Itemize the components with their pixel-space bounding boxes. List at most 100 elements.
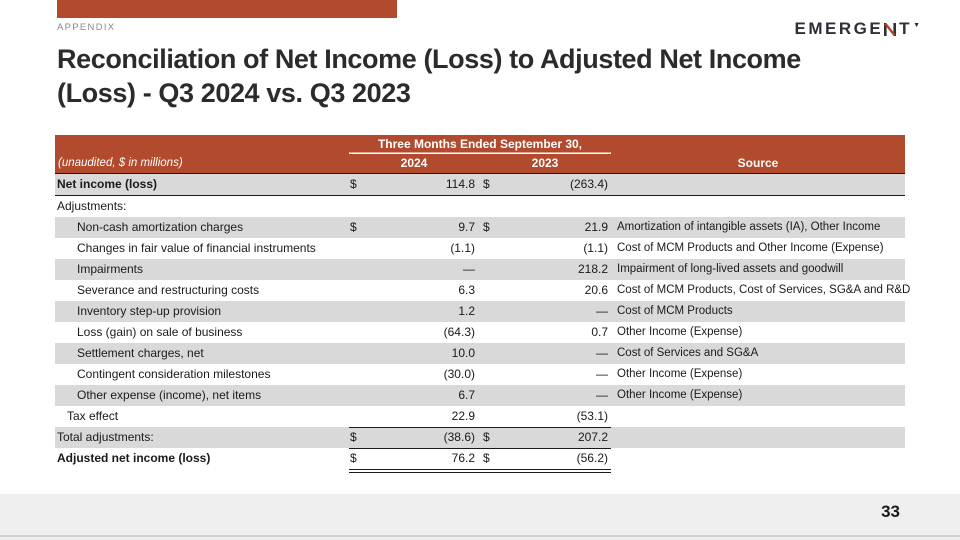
currency-2023	[479, 406, 491, 428]
table-row-other-expense: Other expense (income), net items 6.7 — …	[55, 385, 905, 406]
value-2024: (64.3)	[443, 325, 475, 339]
logo-text-left: EMERGE	[794, 19, 884, 38]
currency-2024	[349, 364, 369, 385]
source-note	[611, 196, 905, 217]
period-header: Three Months Ended September 30,	[349, 135, 611, 154]
row-label: Adjusted net income (loss)	[57, 451, 211, 465]
column-header-2024: 2024	[400, 156, 428, 170]
row-label: Net income (loss)	[57, 177, 158, 191]
table-row-tax-effect: Tax effect 22.9 (53.1)	[55, 406, 905, 428]
currency-2024: $	[350, 220, 357, 234]
currency-2023	[479, 196, 491, 217]
currency-2023	[479, 259, 491, 280]
trademark-icon: ▼	[913, 21, 920, 29]
source-note	[611, 427, 905, 449]
table-row-adjusted-net-income: Adjusted net income (loss) $ 76.2 $ (56.…	[55, 448, 905, 473]
column-header-source: Source	[737, 156, 779, 170]
currency-2024: $	[349, 448, 369, 473]
logo-letter-n-icon	[884, 22, 897, 36]
value-2024: 22.9	[369, 406, 479, 428]
source-note: Amortization of intangible assets (IA), …	[617, 221, 881, 233]
value-2024: 10.0	[451, 346, 475, 360]
row-label: Tax effect	[67, 409, 119, 423]
currency-2023	[479, 385, 491, 406]
table-row-severance: Severance and restructuring costs 6.3 20…	[55, 280, 911, 301]
row-label: Inventory step-up provision	[77, 304, 222, 318]
value-2023: 218.2	[577, 262, 608, 276]
table-header-period-row: Three Months Ended September 30,	[55, 135, 905, 154]
source-note	[611, 174, 905, 195]
source-note: Cost of Services and SG&A	[617, 347, 759, 359]
value-2023: (56.2)	[491, 448, 611, 473]
value-2024: 6.3	[458, 283, 475, 297]
value-2023: —	[596, 304, 608, 318]
source-note: Cost of MCM Products, Cost of Services, …	[617, 284, 911, 296]
currency-2023: $	[483, 177, 490, 191]
value-2023: (263.4)	[569, 177, 608, 191]
value-2023: —	[596, 346, 608, 360]
currency-2024	[349, 238, 369, 259]
section-kicker: APPENDIX	[57, 22, 116, 33]
value-2024: 6.7	[458, 388, 475, 402]
row-label: Settlement charges, net	[77, 346, 204, 360]
currency-2024	[349, 322, 369, 343]
currency-2024: $	[349, 427, 369, 449]
source-note	[611, 406, 905, 428]
value-2023: 20.6	[584, 283, 608, 297]
value-2024: 76.2	[369, 448, 479, 473]
table-header-columns-row: (unaudited, $ in millions) 2024 2023 Sou…	[55, 154, 905, 173]
currency-2023	[479, 364, 491, 385]
table-row-impairments: Impairments — 218.2 Impairment of long-l…	[55, 259, 905, 280]
unaudited-note: (unaudited, $ in millions)	[58, 157, 183, 169]
currency-2023: $	[479, 448, 491, 473]
value-2024: —	[463, 262, 475, 276]
reconciliation-table: Three Months Ended September 30, (unaudi…	[55, 135, 911, 473]
page-title: Reconciliation of Net Income (Loss) to A…	[57, 42, 937, 110]
value-2024: (30.0)	[443, 367, 475, 381]
table-row-contingent-milestones: Contingent consideration milestones (30.…	[55, 364, 905, 385]
value-2023: (1.1)	[583, 241, 608, 255]
value-2024: (1.1)	[450, 241, 475, 255]
table-row-amortization: Non-cash amortization charges $ 9.7 $ 21…	[55, 217, 905, 238]
logo-text-right: T	[899, 19, 913, 38]
currency-2024	[349, 385, 369, 406]
accent-bar	[57, 0, 397, 18]
table-row-adjustments-heading: Adjustments:	[55, 196, 905, 217]
source-note: Other Income (Expense)	[617, 368, 743, 380]
table-row-fair-value: Changes in fair value of financial instr…	[55, 238, 905, 259]
row-label: Changes in fair value of financial instr…	[77, 241, 316, 255]
value-2024: 114.8	[445, 177, 475, 191]
currency-2024: $	[350, 177, 357, 191]
value-2024	[369, 196, 479, 217]
table-row-settlement-charges: Settlement charges, net 10.0 — Cost of S…	[55, 343, 905, 364]
row-label: Impairments	[77, 262, 144, 276]
page-title-line1: Reconciliation of Net Income (Loss) to A…	[57, 44, 801, 74]
currency-2023	[479, 322, 491, 343]
company-logo: EMERGE T ▼	[794, 19, 920, 39]
column-header-2023: 2023	[531, 156, 559, 170]
row-label: Other expense (income), net items	[77, 388, 262, 402]
source-note: Impairment of long-lived assets and good…	[617, 263, 844, 275]
value-2024: 1.2	[458, 304, 475, 318]
row-label: Total adjustments:	[57, 430, 154, 444]
source-note	[611, 448, 905, 473]
currency-2023	[479, 238, 491, 259]
currency-2023: $	[479, 427, 491, 449]
currency-2024	[349, 343, 369, 364]
row-label: Loss (gain) on sale of business	[77, 325, 243, 339]
currency-2023: $	[483, 220, 490, 234]
table-row-total-adjustments: Total adjustments: $ (38.6) $ 207.2	[55, 427, 905, 449]
source-note: Cost of MCM Products and Other Income (E…	[617, 242, 884, 254]
value-2023: 207.2	[491, 427, 611, 449]
table-row-net-income: Net income (loss) $ 114.8 $ (263.4)	[55, 174, 905, 196]
page-number: 33	[881, 502, 900, 521]
value-2023: 21.9	[584, 220, 608, 234]
currency-2023	[479, 343, 491, 364]
source-note: Cost of MCM Products	[617, 305, 733, 317]
row-label: Adjustments:	[57, 199, 127, 213]
table-row-inventory-stepup: Inventory step-up provision 1.2 — Cost o…	[55, 301, 905, 322]
value-2024: 9.7	[458, 220, 475, 234]
value-2023: —	[596, 388, 608, 402]
row-label: Contingent consideration milestones	[77, 367, 271, 381]
